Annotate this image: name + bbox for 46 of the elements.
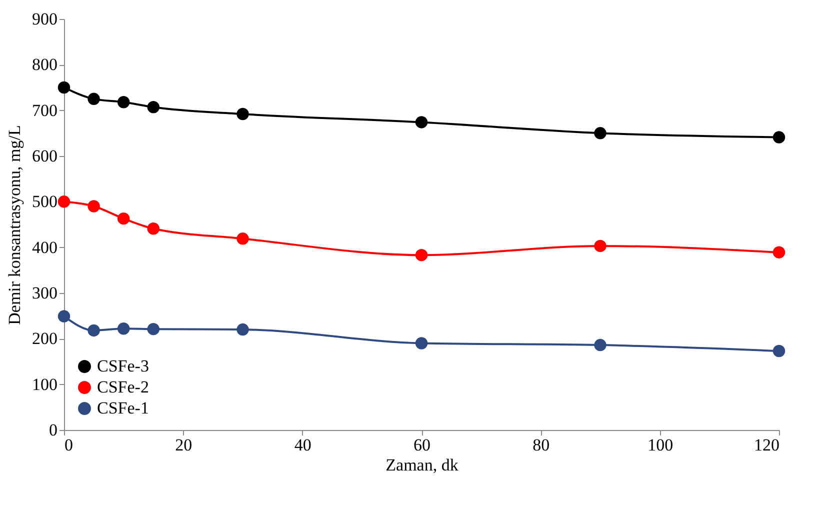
point [236, 232, 249, 245]
point [88, 200, 100, 212]
y-tick-label: 300 [32, 284, 58, 302]
legend-label: CSFe-1 [97, 398, 149, 418]
point [772, 344, 786, 358]
point [88, 92, 100, 106]
point [772, 246, 786, 258]
point [147, 101, 160, 114]
point [58, 81, 70, 94]
x-tick-label: 40 [294, 436, 312, 454]
point [594, 127, 606, 140]
point [88, 324, 100, 337]
legend-label: CSFe-3 [97, 356, 149, 376]
x-tick-label: 100 [648, 436, 674, 454]
x-tick-label: 60 [414, 436, 430, 454]
point [594, 240, 606, 252]
y-tick-label: 700 [32, 100, 58, 120]
point [117, 322, 130, 335]
y-tick-label: 900 [32, 10, 58, 28]
point [415, 116, 428, 128]
point [58, 310, 70, 322]
x-tick-label: 80 [532, 436, 550, 454]
y-tick-label: 100 [32, 374, 58, 394]
y-tick-label: 600 [32, 146, 58, 166]
point [772, 131, 786, 144]
y-tick-label: 500 [32, 192, 58, 212]
point [415, 337, 428, 350]
y-tick-label: 0 [49, 420, 58, 440]
point [117, 96, 130, 108]
point [117, 212, 130, 225]
point [415, 248, 428, 262]
x-tick-label: 20 [175, 436, 192, 454]
point [58, 196, 70, 208]
point [236, 323, 249, 336]
legend-label: CSFe-2 [97, 378, 149, 396]
point [147, 222, 160, 235]
y-tick-label: 200 [32, 329, 58, 348]
y-tick-label: 800 [32, 55, 58, 74]
x-axis-title: Zaman, dk [386, 456, 459, 474]
x-tick-label: 120 [754, 436, 780, 454]
y-axis-title: Demir konsantrasyonu, mg/L [5, 125, 24, 325]
point [594, 338, 606, 352]
point [147, 322, 160, 336]
y-tick-label: 400 [32, 238, 58, 257]
point [236, 108, 249, 120]
x-tick-label: 0 [64, 436, 73, 454]
